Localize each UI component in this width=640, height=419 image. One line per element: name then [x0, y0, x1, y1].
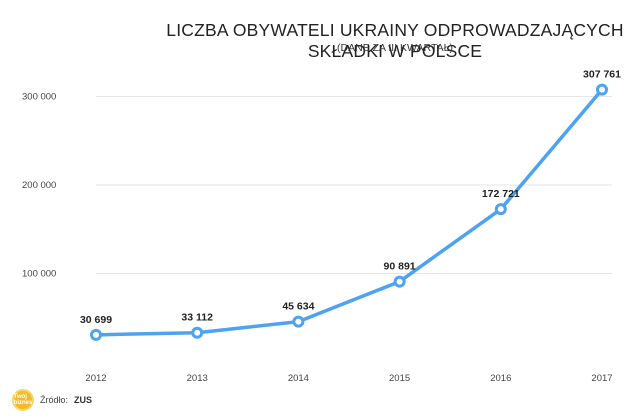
chart-subtitle: (DANE ZA III KWARTAŁ)	[337, 42, 453, 54]
x-tick-label: 2016	[490, 373, 511, 384]
series-line	[95, 88, 604, 337]
y-tick-label: 300 000	[22, 92, 56, 103]
data-point	[596, 83, 608, 96]
x-tick-label: 2017	[591, 373, 612, 384]
chart-title: LICZBA OBYWATELI UKRAINY ODPROWADZAJĄCYC…	[166, 20, 624, 61]
y-tick-label: 100 000	[22, 269, 56, 280]
x-tick-label: 2015	[389, 373, 410, 384]
data-point	[494, 203, 507, 216]
data-label: 172 721	[482, 188, 520, 200]
data-label: 90 891	[384, 261, 416, 273]
data-label: 30 699	[80, 314, 112, 326]
source-name: ZUS	[74, 395, 93, 405]
x-tick-label: 2014	[288, 373, 309, 384]
x-tick-label: 2012	[85, 373, 106, 384]
data-label: 45 634	[282, 301, 314, 313]
source-note: Twój biznes Źródło: ZUS	[12, 389, 92, 411]
data-point	[292, 315, 305, 328]
publisher-logo-icon: Twój biznes	[12, 389, 34, 411]
source-prefix: Źródło:	[40, 395, 69, 405]
data-label: 33 112	[181, 312, 213, 324]
data-point	[90, 328, 102, 341]
data-point	[393, 275, 406, 288]
y-tick-label: 200 000	[22, 180, 56, 191]
x-tick-label: 2013	[187, 373, 208, 384]
data-point	[191, 326, 204, 339]
data-label: 307 761	[583, 69, 621, 81]
